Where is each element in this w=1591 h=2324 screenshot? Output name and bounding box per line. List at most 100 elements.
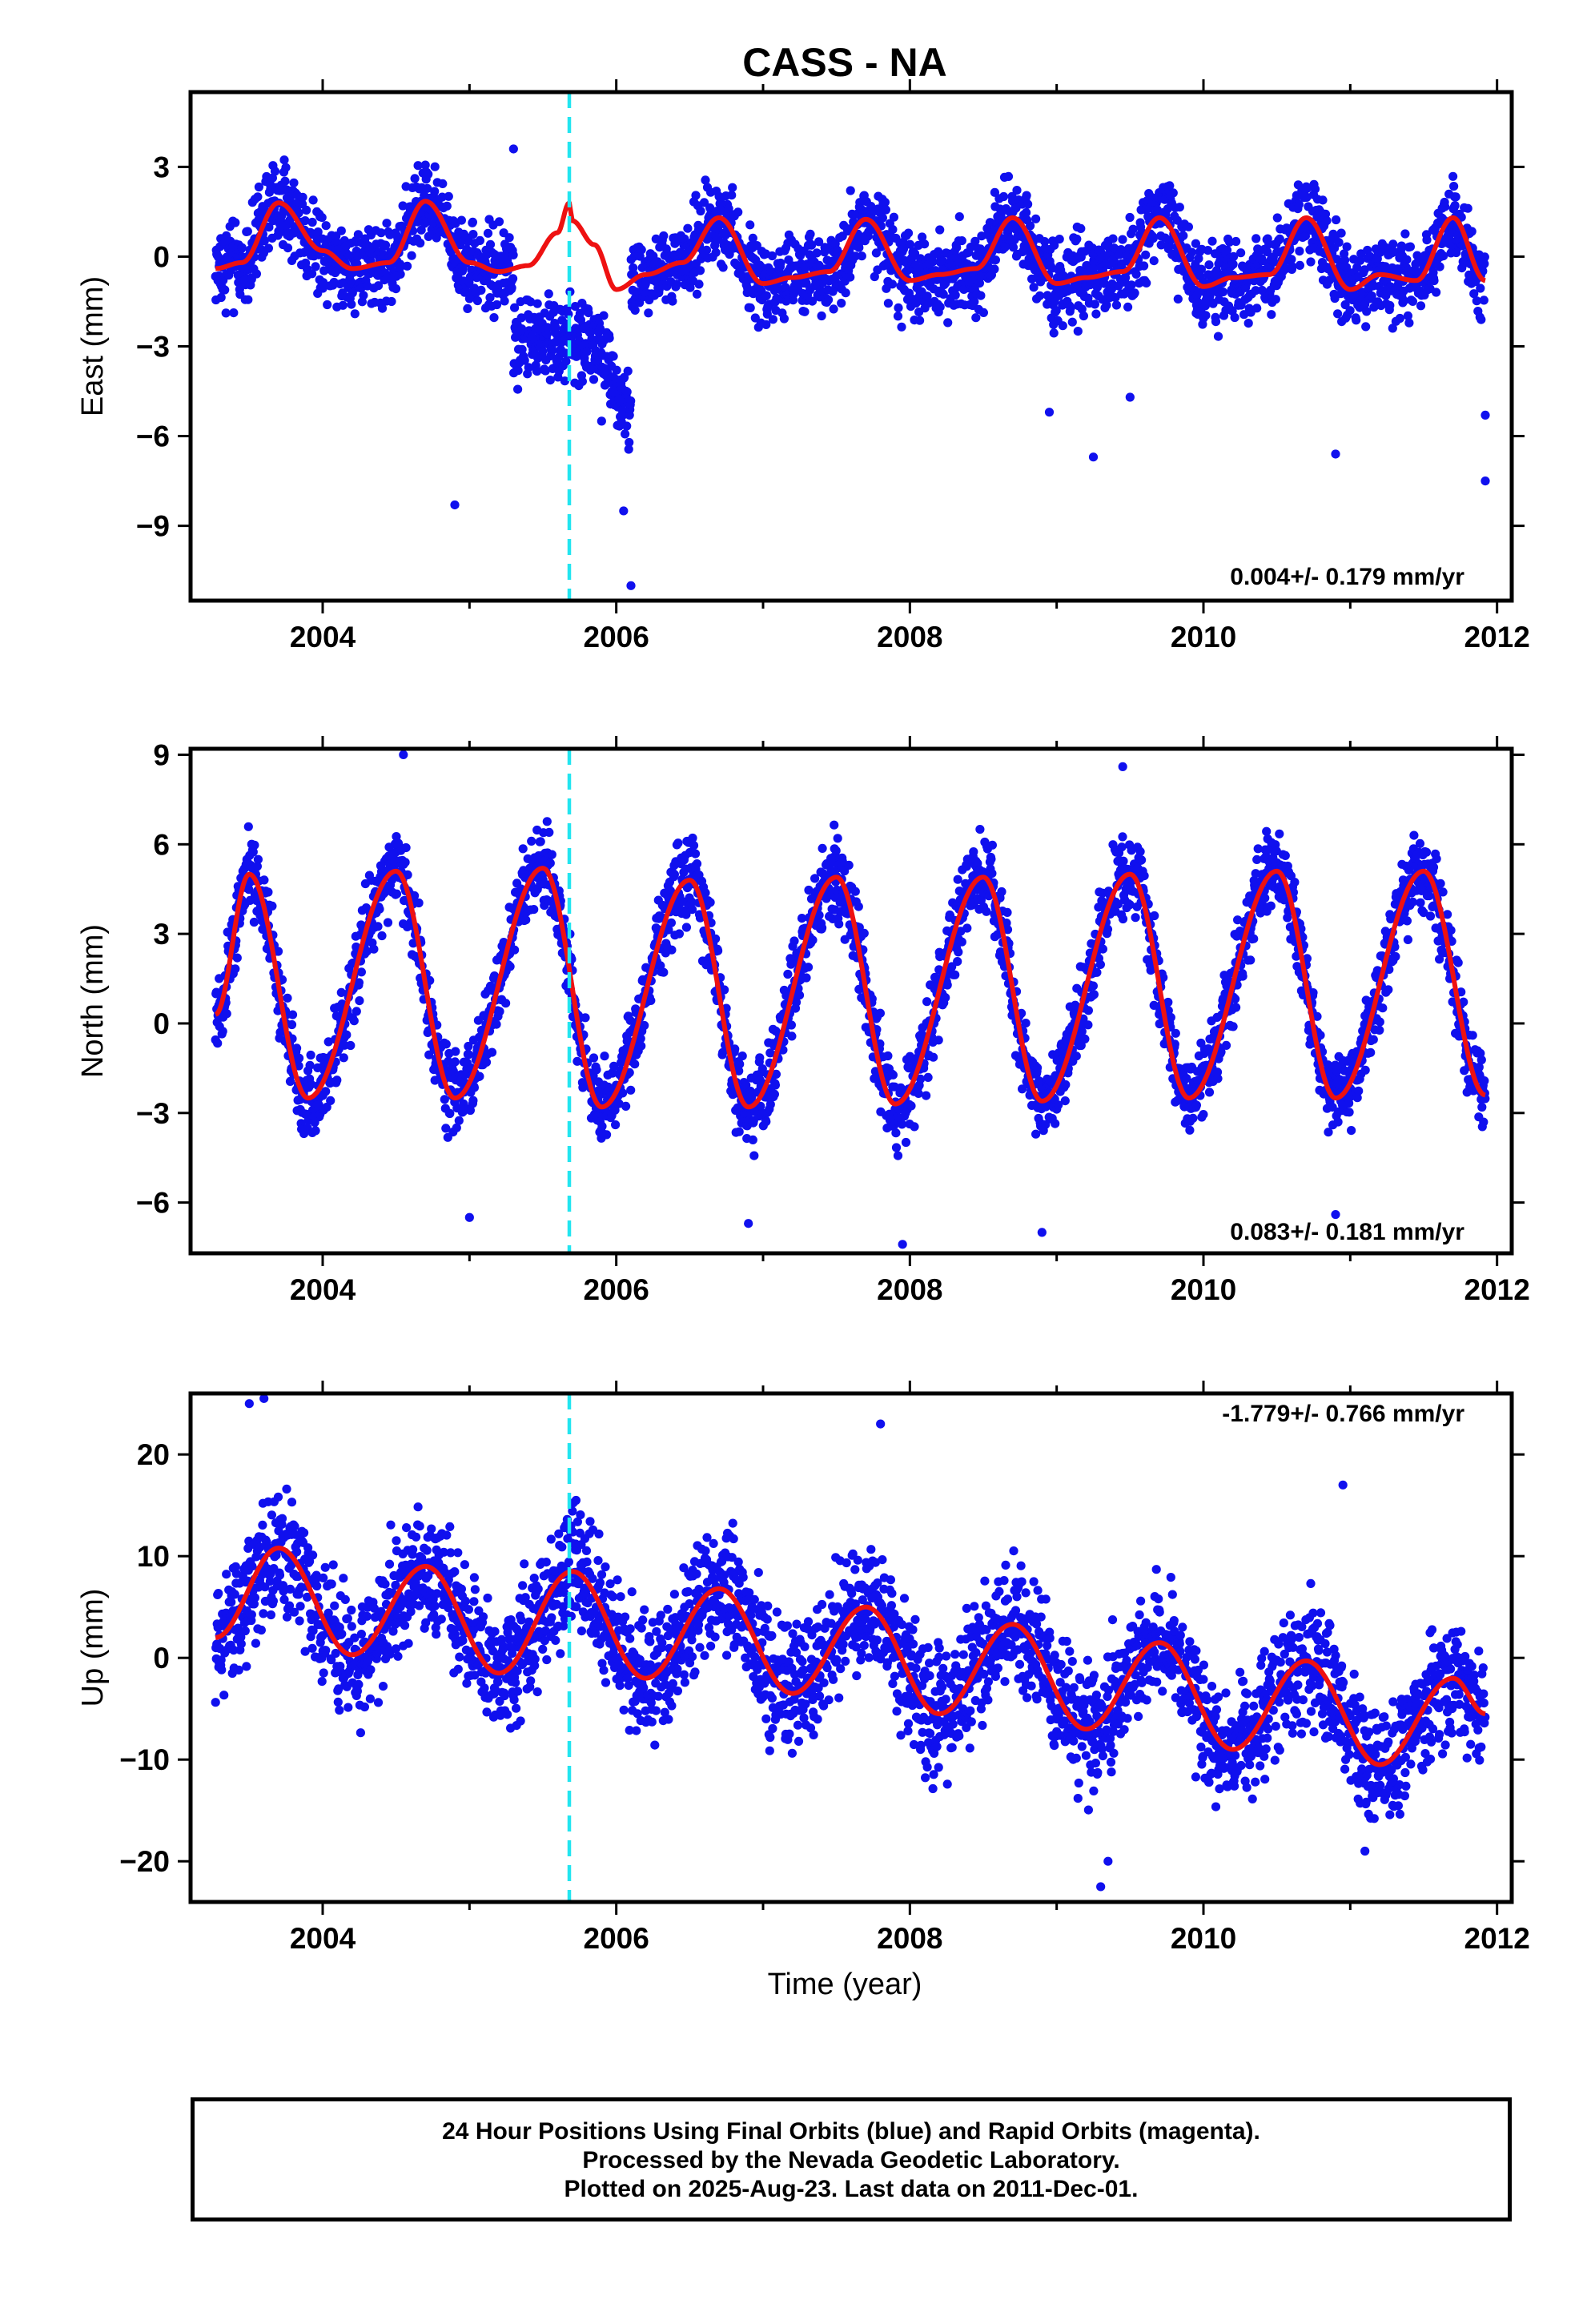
north-data-point: [975, 825, 985, 834]
east-data-point: [1040, 237, 1050, 247]
north-data-point: [263, 887, 273, 897]
north-data-point: [495, 1007, 504, 1016]
north-data-point: [529, 905, 539, 915]
north-data-point: [893, 1151, 903, 1160]
east-data-point: [1196, 264, 1206, 274]
east-outlier-point: [1088, 452, 1099, 462]
north-data-point: [690, 849, 701, 858]
east-y-tick-label: 3: [153, 151, 170, 183]
north-data-point: [618, 1088, 628, 1098]
north-data-point: [667, 945, 677, 955]
east-data-point: [1121, 273, 1131, 283]
east-data-point: [935, 302, 945, 312]
east-data-point: [910, 248, 920, 258]
east-data-point: [237, 243, 247, 252]
east-data-point: [391, 284, 401, 294]
east-data-point: [532, 366, 542, 376]
north-data-point: [321, 1087, 331, 1096]
east-data-point: [1469, 289, 1479, 299]
east-data-point: [768, 315, 778, 324]
north-data-point: [808, 935, 818, 945]
east-data-point: [1191, 239, 1200, 248]
east-data-point: [216, 292, 226, 303]
east-data-point: [898, 244, 909, 254]
north-data-point: [259, 875, 269, 885]
north-data-point: [1031, 1129, 1041, 1139]
east-data-point: [560, 376, 570, 386]
north-data-point: [854, 902, 863, 911]
east-data-point: [776, 258, 785, 268]
east-data-point: [978, 308, 988, 317]
east-data-point: [850, 251, 860, 261]
east-data-point: [624, 444, 633, 454]
east-data-point: [229, 308, 239, 318]
east-data-point: [311, 262, 320, 271]
east-data-point: [903, 228, 914, 238]
north-data-point: [664, 925, 673, 935]
east-data-point: [724, 203, 733, 214]
east-data-point: [510, 303, 520, 312]
east-data-point: [544, 289, 553, 299]
north-data-point: [804, 885, 814, 895]
east-data-point: [231, 218, 240, 227]
east-data-point: [456, 215, 467, 225]
north-data-point: [769, 1089, 780, 1099]
east-data-point: [938, 289, 948, 299]
north-data-point: [859, 928, 869, 938]
east-data-point: [911, 298, 921, 308]
north-data-point: [285, 1076, 295, 1086]
north-data-point: [941, 993, 950, 1003]
east-data-point: [1395, 313, 1404, 324]
east-data-point: [1416, 301, 1426, 311]
east-outlier-point: [1331, 449, 1340, 459]
east-data-point: [950, 290, 960, 300]
north-data-point: [659, 967, 669, 977]
east-data-point: [846, 272, 855, 282]
east-data-point: [416, 238, 425, 248]
north-data-point: [444, 1056, 453, 1066]
north-data-point: [910, 1122, 919, 1132]
north-data-point: [292, 1043, 302, 1053]
east-data-point: [347, 300, 356, 309]
east-data-point: [806, 240, 817, 250]
east-data-point: [1251, 286, 1260, 296]
east-data-point: [920, 239, 930, 249]
north-data-point: [929, 1052, 938, 1062]
east-data-point: [1012, 186, 1022, 195]
north-data-point: [688, 833, 697, 843]
east-data-point: [1230, 312, 1239, 323]
north-data-point: [814, 911, 824, 920]
east-outlier-point: [450, 500, 460, 510]
east-data-point: [485, 239, 496, 249]
east-data-point: [1345, 306, 1355, 316]
east-data-point: [1448, 171, 1458, 181]
north-data-point: [441, 1039, 451, 1049]
north-data-point: [755, 1053, 765, 1063]
east-data-point: [1077, 304, 1087, 314]
east-data-point: [1102, 300, 1111, 310]
north-data-point: [637, 1041, 646, 1051]
east-data-point: [609, 352, 618, 361]
east-data-point: [516, 313, 526, 323]
east-data-point: [1127, 280, 1136, 290]
east-data-point: [1362, 307, 1372, 316]
east-data-point: [915, 316, 925, 325]
north-data-point: [749, 1151, 759, 1160]
east-data-point: [1031, 214, 1041, 223]
east-data-point: [472, 296, 483, 306]
north-data-point: [518, 844, 528, 854]
east-data-point: [935, 225, 945, 235]
north-data-point: [757, 1064, 767, 1074]
east-data-point: [1287, 255, 1296, 264]
east-data-point: [1067, 317, 1077, 327]
east-data-point: [1322, 216, 1332, 226]
east-data-point: [623, 366, 633, 376]
east-data-point: [659, 231, 669, 241]
north-data-point: [465, 1105, 476, 1116]
chart-title: CASS - NA: [742, 40, 947, 85]
north-data-point: [440, 1095, 449, 1104]
east-data-point: [745, 303, 755, 312]
east-data-point: [1183, 222, 1193, 231]
east-data-point: [1076, 223, 1086, 233]
